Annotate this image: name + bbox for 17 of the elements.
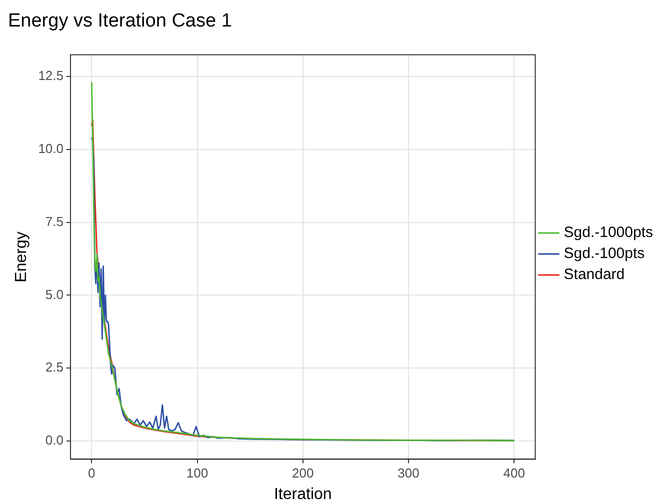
x-tick-label: 400 <box>503 466 525 481</box>
chart-title: Energy vs Iteration Case 1 <box>8 10 232 32</box>
y-tick-label: 12.5 <box>38 68 64 83</box>
x-axis-title: Iteration <box>274 486 332 503</box>
legend-label: Sgd.-1000pts <box>564 224 654 242</box>
legend-label: Sgd.-100pts <box>564 245 645 262</box>
x-tick-label: 300 <box>398 466 420 481</box>
y-tick-label: 10.0 <box>38 140 64 156</box>
y-tick-label: 7.5 <box>45 214 64 229</box>
y-axis-title: Energy <box>13 232 30 282</box>
y-tick-label: 2.5 <box>45 360 64 375</box>
y-tick-label: 0.0 <box>45 432 64 448</box>
x-tick-label: 200 <box>292 466 314 481</box>
x-tick-label: 100 <box>186 466 208 481</box>
y-tick-label: 5.0 <box>45 286 64 302</box>
legend-label: Standard <box>564 266 625 284</box>
x-tick-label: 0 <box>88 466 96 481</box>
